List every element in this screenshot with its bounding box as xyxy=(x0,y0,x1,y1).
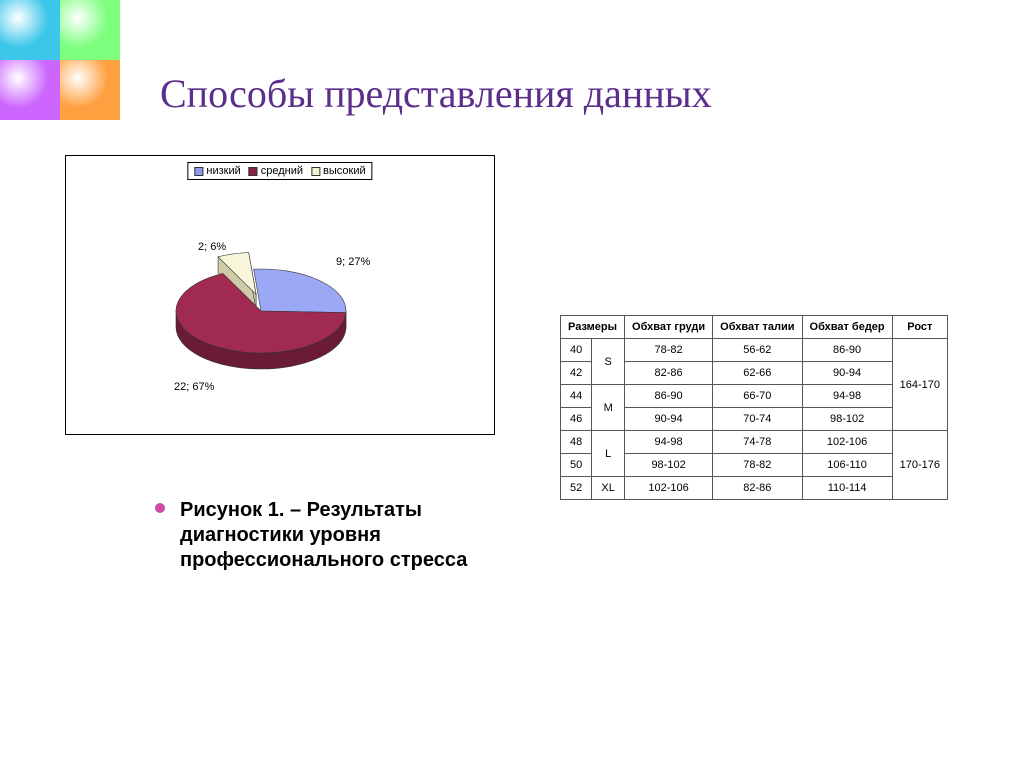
chart-legend: низкий средний высокий xyxy=(187,162,372,180)
cell-size-letter: M xyxy=(592,385,625,431)
cell-height: 164-170 xyxy=(892,339,947,431)
cell-hips: 110-114 xyxy=(802,477,892,500)
cell-hips: 94-98 xyxy=(802,385,892,408)
cell-hips: 106-110 xyxy=(802,454,892,477)
cell-chest: 94-98 xyxy=(625,431,713,454)
pie-slice-label: 2; 6% xyxy=(198,241,226,253)
pie-chart-container: низкий средний высокий 9; 27% 22; 67% 2;… xyxy=(65,155,495,435)
cell-size-letter: S xyxy=(592,339,625,385)
cell-hips: 90-94 xyxy=(802,362,892,385)
cell-size-num: 44 xyxy=(561,385,592,408)
cell-chest: 86-90 xyxy=(625,385,713,408)
table-row: 40S78-8256-6286-90164-170 xyxy=(561,339,948,362)
legend-label: средний xyxy=(261,165,303,177)
table-row: 52XL102-10682-86110-114 xyxy=(561,477,948,500)
table-header: Обхват бедер xyxy=(802,316,892,339)
table-header: Обхват талии xyxy=(713,316,802,339)
slide-title: Способы представления данных xyxy=(160,70,712,117)
cell-chest: 98-102 xyxy=(625,454,713,477)
cell-waist: 66-70 xyxy=(713,385,802,408)
legend-swatch xyxy=(194,167,203,176)
figure-caption: Рисунок 1. – Результаты диагностики уров… xyxy=(180,498,520,573)
cell-size-num: 42 xyxy=(561,362,592,385)
table-row: 44M86-9066-7094-98 xyxy=(561,385,948,408)
corner-decoration xyxy=(0,0,120,120)
cell-waist: 70-74 xyxy=(713,408,802,431)
table-header: Обхват груди xyxy=(625,316,713,339)
cell-size-num: 46 xyxy=(561,408,592,431)
table-header: Рост xyxy=(892,316,947,339)
cell-chest: 102-106 xyxy=(625,477,713,500)
pie-slice-label: 9; 27% xyxy=(336,256,370,268)
cell-hips: 98-102 xyxy=(802,408,892,431)
cell-waist: 56-62 xyxy=(713,339,802,362)
legend-swatch xyxy=(249,167,258,176)
cell-waist: 62-66 xyxy=(713,362,802,385)
cell-chest: 82-86 xyxy=(625,362,713,385)
cell-size-num: 48 xyxy=(561,431,592,454)
cell-size-letter: L xyxy=(592,431,625,477)
cell-height: 170-176 xyxy=(892,431,947,500)
cell-waist: 82-86 xyxy=(713,477,802,500)
cell-hips: 86-90 xyxy=(802,339,892,362)
cell-size-num: 40 xyxy=(561,339,592,362)
cell-size-letter: XL xyxy=(592,477,625,500)
table-header: Размеры xyxy=(561,316,625,339)
size-table: РазмерыОбхват грудиОбхват талииОбхват бе… xyxy=(560,315,948,500)
bullet-icon xyxy=(155,503,165,513)
pie-slice-label: 22; 67% xyxy=(174,381,214,393)
cell-waist: 74-78 xyxy=(713,431,802,454)
table-row: 48L94-9874-78102-106170-176 xyxy=(561,431,948,454)
cell-size-num: 52 xyxy=(561,477,592,500)
cell-hips: 102-106 xyxy=(802,431,892,454)
legend-item-mid: средний xyxy=(249,165,303,177)
legend-item-high: высокий xyxy=(311,165,366,177)
cell-waist: 78-82 xyxy=(713,454,802,477)
cell-chest: 78-82 xyxy=(625,339,713,362)
legend-label: высокий xyxy=(323,165,366,177)
cell-chest: 90-94 xyxy=(625,408,713,431)
cell-size-num: 50 xyxy=(561,454,592,477)
legend-label: низкий xyxy=(206,165,240,177)
legend-item-low: низкий xyxy=(194,165,240,177)
legend-swatch xyxy=(311,167,320,176)
